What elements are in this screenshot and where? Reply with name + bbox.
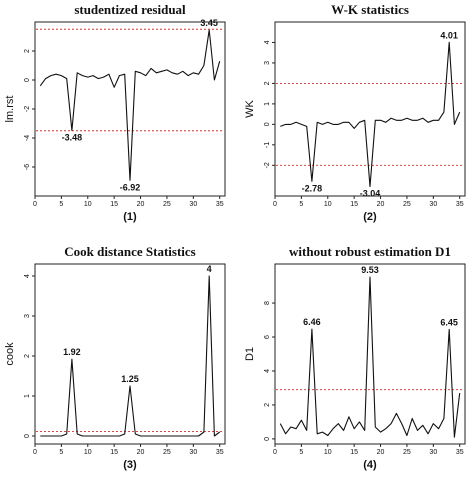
panel-2: W-K statistics (2) WK 0 5 10 15 20 25 30 35 -2 -1 0 1 2… (244, 2, 466, 223)
data-label: 4.01 (440, 30, 458, 40)
panel-label: (2) (363, 211, 377, 223)
data-label: 6.45 (440, 317, 458, 327)
x-tick-label: 5 (59, 201, 63, 208)
panel-label: (3) (123, 459, 137, 471)
x-tick-label: 25 (163, 449, 171, 456)
x-tick-label: 30 (429, 201, 437, 208)
panel-label: (4) (363, 459, 377, 471)
y-tick-label: -4 (24, 135, 31, 141)
y-axis-label: WK (244, 99, 256, 117)
y-tick-label: -2 (264, 162, 271, 168)
data-label: 9.53 (361, 265, 379, 275)
x-tick-label: 35 (216, 201, 224, 208)
panel-title: Cook distance Statistics (64, 244, 195, 259)
panel-label: (1) (123, 211, 137, 223)
x-tick-label: 0 (33, 449, 37, 456)
data-label: -3.48 (62, 132, 83, 142)
y-tick-label: 1 (24, 394, 31, 398)
x-tick-label: 15 (350, 201, 358, 208)
y-tick-label: -2 (24, 106, 31, 112)
data-label: -2.78 (302, 183, 323, 193)
x-tick-label: 5 (299, 201, 303, 208)
data-label: 4 (207, 264, 212, 274)
x-tick-label: 15 (110, 449, 118, 456)
x-tick-label: 35 (456, 201, 464, 208)
y-tick-label: 1 (264, 102, 271, 106)
x-tick-label: 25 (403, 449, 411, 456)
panel-4: without robust estimation D1 (4) D1 0 5 10 15 2… (244, 244, 466, 471)
y-axis-label: cook (4, 342, 16, 366)
y-tick-label: 0 (264, 122, 271, 126)
y-tick-label: 3 (264, 61, 271, 65)
x-tick-label: 15 (110, 201, 118, 208)
x-tick-label: 10 (84, 201, 92, 208)
data-label: 1.92 (63, 347, 81, 357)
x-tick-label: 25 (163, 201, 171, 208)
series-line (280, 41, 461, 188)
y-tick-label: 2 (264, 81, 271, 85)
data-label: -3.04 (360, 189, 381, 199)
y-tick-label: 6 (264, 335, 271, 339)
x-tick-label: 10 (324, 449, 332, 456)
x-tick-label: 5 (299, 449, 303, 456)
data-label: 1.25 (121, 374, 139, 384)
x-tick-label: 10 (84, 449, 92, 456)
x-tick-label: 30 (189, 201, 197, 208)
x-tick-label: 20 (377, 201, 385, 208)
y-axis-label: D1 (244, 347, 256, 361)
series-line (40, 275, 221, 437)
x-tick-label: 0 (33, 201, 37, 208)
y-tick-label: -6 (24, 164, 31, 170)
x-tick-label: 0 (273, 201, 277, 208)
y-axis-label: lm.rst (4, 96, 16, 123)
y-tick-label: -1 (264, 142, 271, 148)
series-line (39, 29, 221, 181)
x-tick-label: 30 (189, 449, 197, 456)
x-tick-label: 10 (324, 201, 332, 208)
panel-title: studentized residual (74, 2, 186, 17)
panel-title: without robust estimation D1 (289, 244, 451, 259)
x-tick-label: 0 (273, 449, 277, 456)
y-tick-label: 4 (264, 40, 271, 44)
y-tick-label: 4 (24, 274, 31, 278)
x-tick-label: 25 (403, 201, 411, 208)
data-label: 6.46 (303, 317, 321, 327)
y-tick-label: 0 (264, 437, 271, 441)
x-tick-label: 35 (216, 449, 224, 456)
panel-title: W-K statistics (331, 2, 409, 17)
x-tick-label: 20 (377, 449, 385, 456)
x-tick-label: 30 (429, 449, 437, 456)
y-tick-label: 4 (264, 369, 271, 373)
data-label: 3.45 (200, 18, 218, 28)
y-tick-label: 0 (24, 78, 31, 82)
x-tick-label: 20 (137, 449, 145, 456)
x-tick-label: 5 (59, 449, 63, 456)
plot-frame (274, 263, 466, 445)
plot-frame (274, 21, 466, 197)
plot-frame (34, 263, 226, 445)
y-tick-label: 2 (264, 403, 271, 407)
x-tick-label: 15 (350, 449, 358, 456)
series-line (279, 276, 461, 438)
y-tick-label: 2 (24, 354, 31, 358)
x-tick-label: 35 (456, 449, 464, 456)
x-tick-label: 20 (137, 201, 145, 208)
y-tick-label: 2 (24, 49, 31, 53)
y-tick-label: 3 (24, 314, 31, 318)
y-tick-label: 0 (24, 434, 31, 438)
y-tick-label: 8 (264, 301, 271, 305)
data-label: -6.92 (120, 182, 141, 192)
